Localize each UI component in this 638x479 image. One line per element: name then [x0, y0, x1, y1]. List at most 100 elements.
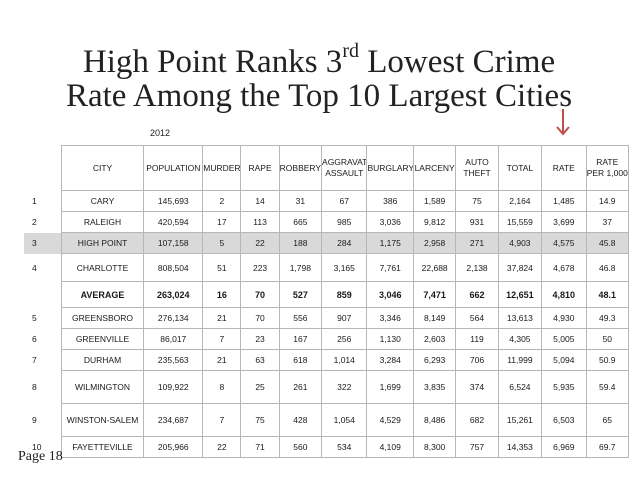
value-cell: 3,346: [366, 307, 414, 329]
value-cell: 6,293: [412, 349, 457, 371]
table-row: 9 WINSTON-SALEM 234,687 7 75 428 1,054 4,529 8,4…: [24, 403, 630, 437]
header-city: CITY: [60, 145, 145, 191]
header-larceny: LARCENY: [412, 145, 457, 191]
header-rate: RATE: [541, 145, 587, 191]
value-cell: 14.9: [585, 190, 630, 212]
header-murder: MURDER: [202, 145, 242, 191]
value-cell: 23: [240, 328, 280, 350]
value-cell: 5: [202, 232, 242, 254]
table-row: 2 RALEIGH 420,594 17 113 665 985 3,036 9,812 931 1…: [24, 211, 630, 233]
value-cell: 188: [278, 232, 323, 254]
value-cell: 48.1: [585, 281, 630, 308]
value-cell: 22: [202, 436, 242, 458]
value-cell: 46.8: [585, 253, 630, 282]
rank-cell: 10: [32, 442, 42, 452]
value-cell: 51: [202, 253, 242, 282]
value-cell: 556: [278, 307, 323, 329]
table-row: 5 GREENSBORO 276,134 21 70 556 907 3,346 8,149 56…: [24, 307, 630, 329]
value-cell: 235,563: [143, 349, 204, 371]
value-cell: 2,138: [455, 253, 499, 282]
value-cell: 45.8: [585, 232, 630, 254]
city-cell: DURHAM: [60, 349, 145, 371]
value-cell: 7: [202, 328, 242, 350]
value-cell: 25: [240, 370, 280, 404]
value-cell: 50: [585, 328, 630, 350]
value-cell: 7,471: [412, 281, 457, 308]
header-rape: RAPE: [240, 145, 280, 191]
value-cell: 6,969: [541, 436, 587, 458]
value-cell: 15,261: [497, 403, 543, 437]
value-cell: 284: [321, 232, 368, 254]
value-cell: 75: [455, 190, 499, 212]
table-row: 3 HIGH POINT 107,158 5 22 188 284 1,175 2,958 271…: [24, 232, 630, 254]
value-cell: 37,824: [497, 253, 543, 282]
value-cell: 21: [202, 349, 242, 371]
value-cell: 17: [202, 211, 242, 233]
value-cell: 223: [240, 253, 280, 282]
header-total: TOTAL: [497, 145, 543, 191]
value-cell: 428: [278, 403, 323, 437]
value-cell: 386: [366, 190, 414, 212]
value-cell: 4,903: [497, 232, 543, 254]
value-cell: 374: [455, 370, 499, 404]
value-cell: 985: [321, 211, 368, 233]
value-cell: 665: [278, 211, 323, 233]
value-cell: 59.4: [585, 370, 630, 404]
value-cell: 63: [240, 349, 280, 371]
rank-cell: [24, 282, 61, 308]
rank-cell: 4: [32, 262, 37, 273]
table-row: 7 DURHAM 235,563 21 63 618 1,014 3,284 6,293 706 1…: [24, 349, 630, 371]
header-rank: [24, 146, 61, 191]
value-cell: 65: [585, 403, 630, 437]
value-cell: 145,693: [143, 190, 204, 212]
city-cell: AVERAGE: [60, 281, 145, 308]
value-cell: 4,575: [541, 232, 587, 254]
value-cell: 4,305: [497, 328, 543, 350]
rank-cell: 9: [32, 415, 37, 425]
value-cell: 67: [321, 190, 368, 212]
value-cell: 2: [202, 190, 242, 212]
page-title-line-2: Rate Among the Top 10 Largest Cities: [65, 78, 573, 114]
value-cell: 13,613: [497, 307, 543, 329]
value-cell: 662: [455, 281, 499, 308]
value-cell: 4,810: [541, 281, 587, 308]
value-cell: 263,024: [143, 281, 204, 308]
value-cell: 682: [455, 403, 499, 437]
value-cell: 14,353: [497, 436, 543, 458]
value-cell: 21: [202, 307, 242, 329]
value-cell: 70: [240, 307, 280, 329]
value-cell: 907: [321, 307, 368, 329]
rank-cell: 6: [32, 334, 37, 344]
value-cell: 931: [455, 211, 499, 233]
value-cell: 234,687: [143, 403, 204, 437]
value-cell: 8,300: [412, 436, 457, 458]
value-cell: 4,930: [541, 307, 587, 329]
table-header-row: CITY POPULATION MURDER RAPE ROBBERY AGGR…: [24, 145, 630, 191]
value-cell: 71: [240, 436, 280, 458]
rank-cell: 2: [32, 217, 37, 227]
value-cell: 9,812: [412, 211, 457, 233]
value-cell: 7,761: [366, 253, 414, 282]
city-cell: RALEIGH: [60, 211, 145, 233]
value-cell: 14: [240, 190, 280, 212]
table-row: 10 FAYETTEVILLE 205,966 22 71 560 534 4,109 8,30…: [24, 436, 630, 458]
value-cell: 1,798: [278, 253, 323, 282]
rank-cell: 8: [32, 382, 37, 392]
city-cell: FAYETTEVILLE: [60, 436, 145, 458]
crime-table: CITY POPULATION MURDER RAPE ROBBERY AGGR…: [24, 145, 630, 458]
header-auto-theft: AUTO THEFT: [455, 145, 499, 191]
value-cell: 167: [278, 328, 323, 350]
table-row: 1 CARY 145,693 2 14 31 67 386 1,589 75 2,164 1,485 1…: [24, 190, 630, 212]
value-cell: 11,999: [497, 349, 543, 371]
value-cell: 534: [321, 436, 368, 458]
value-cell: 3,284: [366, 349, 414, 371]
value-cell: 420,594: [143, 211, 204, 233]
value-cell: 37: [585, 211, 630, 233]
value-cell: 3,835: [412, 370, 457, 404]
city-cell: GREENVILLE: [60, 328, 145, 350]
table-row: 8 WILMINGTON 109,922 8 25 261 322 1,699 3,835 374…: [24, 370, 630, 404]
header-rate-per-1000: RATE PER 1,000: [585, 145, 630, 191]
value-cell: 4,678: [541, 253, 587, 282]
value-cell: 1,014: [321, 349, 368, 371]
rank-cell: 1: [32, 196, 37, 206]
